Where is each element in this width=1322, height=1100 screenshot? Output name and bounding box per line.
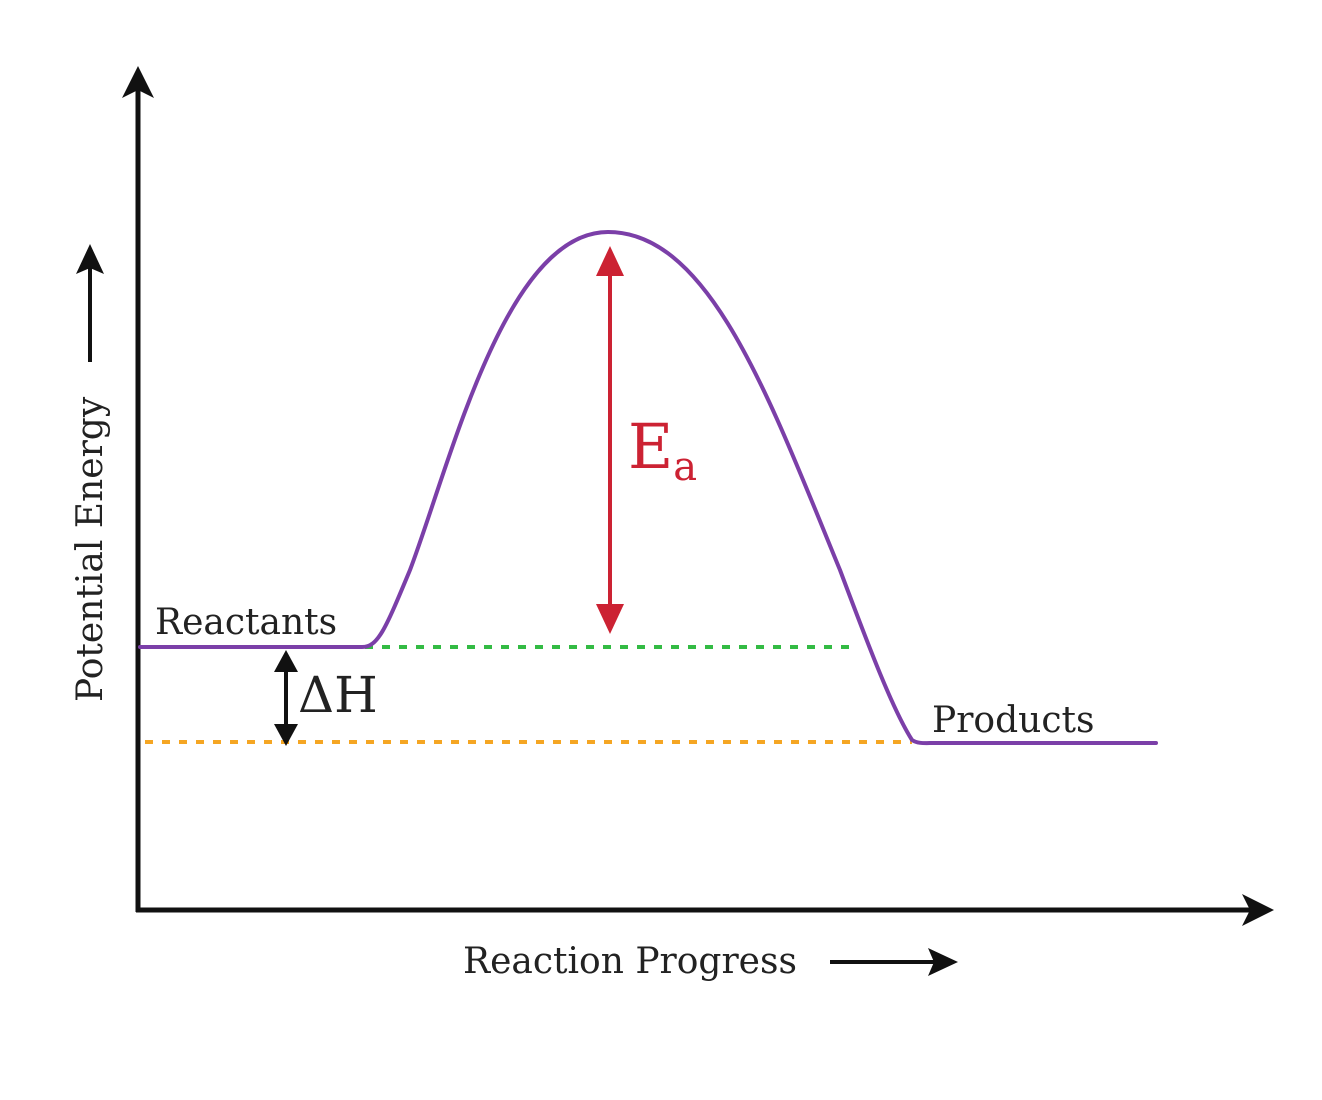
activation-energy-subscript: a xyxy=(673,444,697,490)
y-axis-arrowhead xyxy=(122,66,154,98)
activation-energy-arrowhead-bottom xyxy=(596,604,624,634)
products-label: Products xyxy=(932,700,1094,741)
x-axis-label: Reaction Progress xyxy=(463,941,797,982)
y-axis-label-group: Potential Energy xyxy=(70,244,111,702)
energy-curve xyxy=(138,230,1158,746)
enthalpy-change-arrowhead-bottom xyxy=(274,724,298,746)
enthalpy-change-arrowhead-top xyxy=(274,650,298,672)
activation-energy-arrowhead-top xyxy=(596,246,624,276)
x-axis-arrowhead xyxy=(1242,894,1274,926)
enthalpy-change-label: ΔH xyxy=(298,666,378,724)
activation-energy-symbol: E xyxy=(628,410,673,483)
y-axis-label-arrowhead xyxy=(76,244,104,274)
x-axis-label-arrowhead xyxy=(928,948,958,976)
reactants-label: Reactants xyxy=(155,602,337,643)
activation-energy-label: Ea xyxy=(628,410,697,490)
y-axis-label: Potential Energy xyxy=(70,396,111,702)
